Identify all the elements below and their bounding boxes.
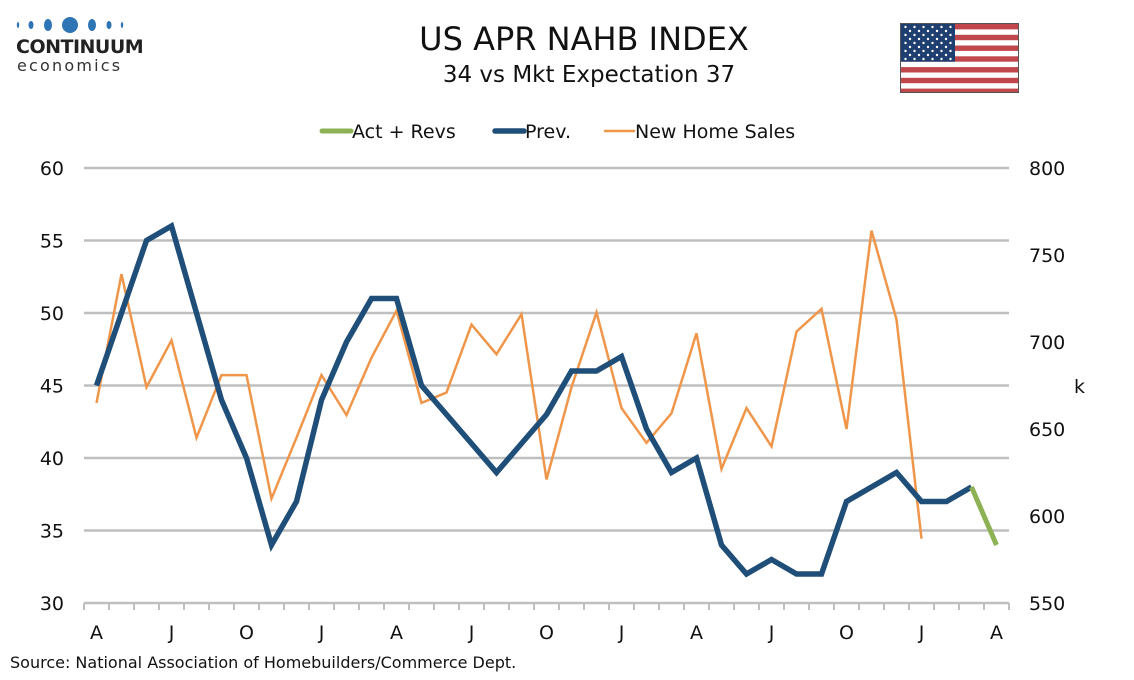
y2-tick-label: 700: [1029, 332, 1065, 354]
y-axis-right: 550 600 650 700 750 800: [1029, 158, 1065, 615]
legend-item: Prev.: [492, 121, 571, 143]
x-tick-label: J: [318, 622, 325, 644]
brand-name: CONTINUUM: [16, 36, 144, 58]
x-tick-label: A: [390, 622, 403, 644]
legend-label: Act + Revs: [352, 121, 456, 143]
y2-tick-label: 600: [1029, 506, 1065, 528]
y2-tick-label: 650: [1029, 419, 1065, 441]
x-tick-label: J: [468, 622, 475, 644]
x-tick-label: J: [168, 622, 175, 644]
y-tick-label: 35: [40, 521, 64, 543]
y2-tick-label: 750: [1029, 245, 1065, 267]
x-tick-label: O: [239, 622, 254, 644]
x-tick-label: O: [539, 622, 554, 644]
y-tick-label: 40: [40, 448, 64, 470]
legend-item: New Home Sales: [603, 121, 795, 143]
y-tick-label: 60: [40, 158, 64, 180]
brand-logo: CONTINUUM economics: [14, 14, 144, 75]
series-new-home-sales-line: [95, 230, 923, 539]
x-tick-label: O: [839, 622, 854, 644]
legend: Act + Revs Prev. New Home Sales: [319, 121, 795, 143]
x-tick-label: J: [918, 622, 925, 644]
legend-label: Prev.: [525, 121, 571, 143]
y-tick-label: 45: [40, 376, 64, 398]
x-tick-label: J: [768, 622, 775, 644]
y2-axis-unit-label: k: [1074, 376, 1085, 398]
series-act-revs-line: [969, 486, 999, 546]
legend-item: Act + Revs: [319, 121, 456, 143]
y2-tick-label: 550: [1029, 593, 1065, 615]
y2-tick-label: 800: [1029, 158, 1065, 180]
brand-subtitle: economics: [17, 56, 123, 75]
x-tick-label: A: [90, 622, 103, 644]
gridlines: [84, 166, 1009, 532]
us-flag-icon: [900, 23, 1019, 93]
y-tick-label: 55: [40, 231, 64, 253]
y-axis-left: 30 35 40 45 50 55 60: [40, 158, 64, 615]
y-tick-label: 50: [40, 303, 64, 325]
source-note: Source: National Association of Homebuil…: [10, 653, 517, 672]
chart-subtitle: 34 vs Mkt Expectation 37: [442, 62, 736, 88]
chart-title: US APR NAHB INDEX: [419, 20, 749, 58]
logo-dots-icon: [16, 17, 124, 33]
x-tick-label: A: [690, 622, 703, 644]
series-lines: [93, 221, 999, 578]
x-tick-label: J: [618, 622, 625, 644]
series-prev-line: [93, 221, 973, 578]
legend-label: New Home Sales: [635, 121, 795, 143]
x-tick-label: A: [990, 622, 1003, 644]
y-tick-label: 30: [40, 593, 64, 615]
